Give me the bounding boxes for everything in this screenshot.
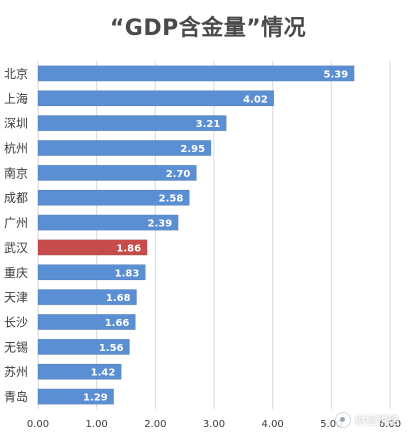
bar [37, 289, 137, 306]
bar [37, 90, 275, 107]
x-tick-label: 0.00 [27, 419, 49, 430]
y-category-label: 广州 [4, 216, 28, 230]
y-category-label: 无锡 [4, 339, 28, 354]
data-label: 1.68 [106, 293, 131, 304]
x-tick-label: 2.00 [144, 419, 166, 430]
bar [37, 189, 190, 206]
data-label: 1.42 [91, 368, 116, 379]
data-label: 1.56 [99, 343, 124, 354]
data-label: 2.58 [159, 194, 184, 205]
data-label: 2.95 [180, 144, 205, 155]
bar [37, 65, 355, 82]
bar [37, 363, 122, 380]
watermark: 财经锐略 [335, 412, 399, 428]
data-label: 2.70 [166, 169, 191, 180]
x-tick-label: 4.00 [262, 419, 284, 430]
y-category-label: 重庆 [4, 266, 28, 280]
bar [37, 115, 227, 132]
y-category-label: 苏州 [4, 365, 28, 379]
chart-title: “GDP含金量”情况 [109, 16, 307, 41]
bar [37, 313, 136, 331]
y-category-label: 北京 [4, 67, 28, 81]
y-category-label: 天津 [4, 291, 28, 305]
data-label: 3.21 [196, 119, 221, 130]
data-label: 1.86 [116, 243, 141, 254]
y-category-label: 上海 [4, 91, 28, 106]
data-label: 2.39 [148, 219, 173, 230]
data-label: 1.83 [115, 268, 140, 279]
data-label: 5.39 [324, 69, 349, 80]
bar [37, 214, 179, 231]
data-label: 1.29 [83, 393, 108, 404]
y-category-label: 杭州 [4, 141, 28, 156]
bar [37, 264, 146, 281]
y-category-label: 南京 [4, 165, 28, 180]
x-tick-label: 6.00 [379, 419, 401, 430]
x-tick-label: 1.00 [86, 419, 108, 430]
y-category-label: 青岛 [4, 389, 28, 404]
watermark-text: 财经锐略 [355, 414, 399, 427]
y-category-label: 成都 [4, 191, 28, 205]
data-label: 1.66 [105, 318, 130, 329]
bar [37, 239, 148, 256]
y-category-label: 武汉 [4, 241, 28, 255]
bar [37, 139, 212, 157]
y-category-label: 长沙 [4, 316, 28, 330]
x-tick-label: 5.00 [320, 419, 342, 430]
bar [37, 388, 114, 405]
y-category-label: 深圳 [4, 117, 28, 131]
bar [37, 338, 130, 355]
bar [37, 164, 197, 181]
x-tick-label: 3.00 [203, 419, 225, 430]
data-label: 4.02 [243, 94, 268, 105]
wechat-logo-icon [335, 412, 351, 428]
